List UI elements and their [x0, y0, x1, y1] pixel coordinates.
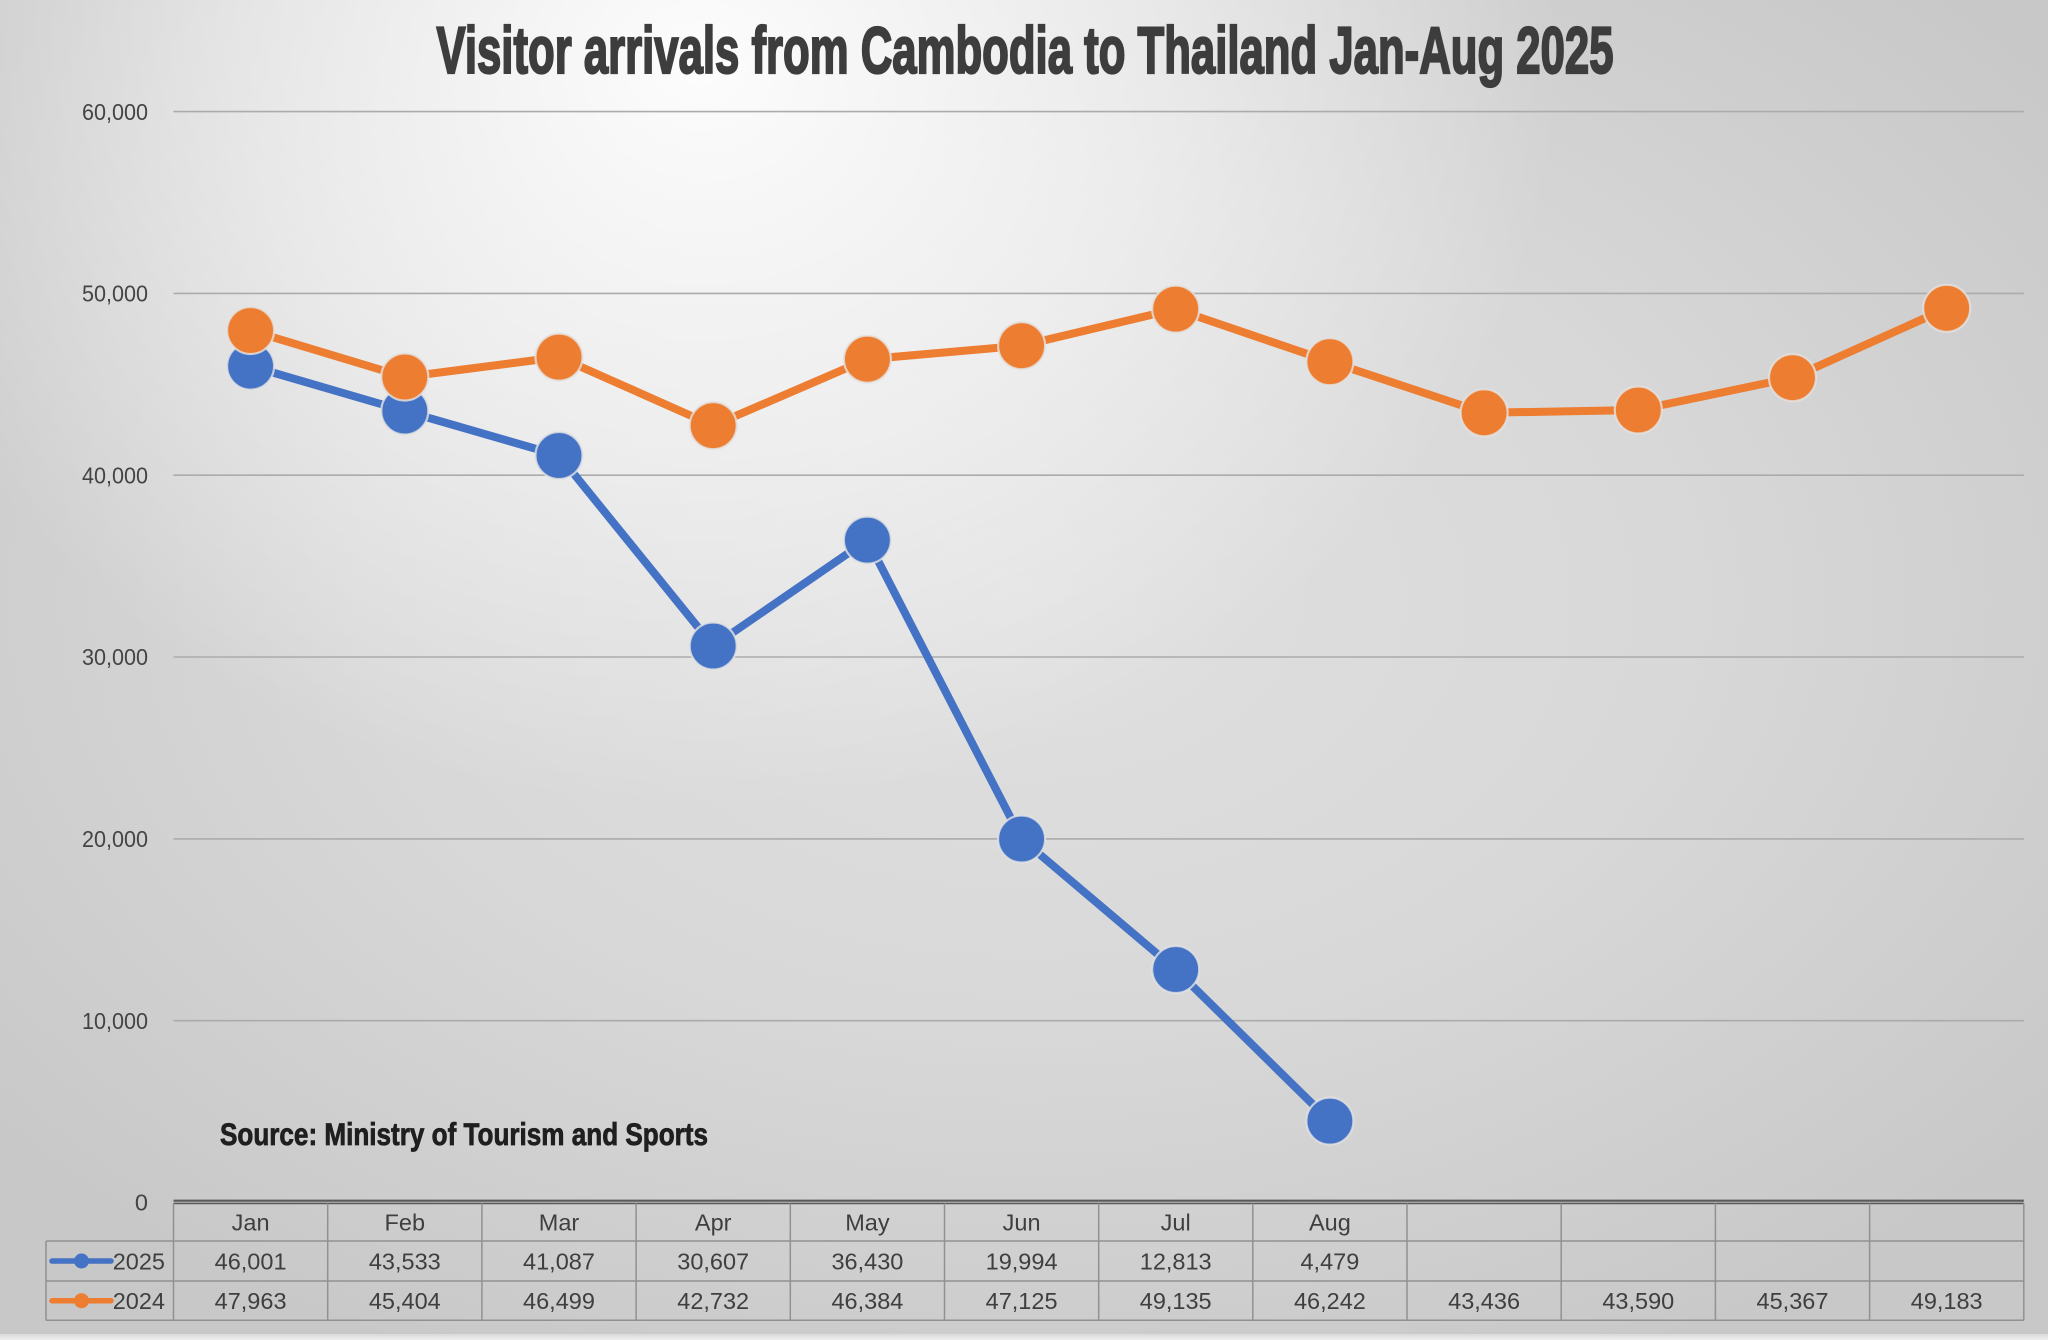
svg-text:Jan: Jan: [232, 1210, 270, 1236]
svg-text:42,732: 42,732: [677, 1288, 749, 1314]
svg-text:10,000: 10,000: [82, 1008, 148, 1034]
svg-text:30,607: 30,607: [677, 1248, 749, 1274]
svg-text:41,087: 41,087: [523, 1248, 595, 1274]
svg-text:12,813: 12,813: [1140, 1248, 1212, 1274]
svg-text:19,994: 19,994: [986, 1248, 1058, 1274]
svg-text:40,000: 40,000: [82, 462, 148, 488]
svg-text:49,135: 49,135: [1140, 1288, 1212, 1314]
svg-text:46,001: 46,001: [215, 1248, 287, 1274]
svg-text:Feb: Feb: [385, 1210, 426, 1236]
svg-text:4,479: 4,479: [1300, 1248, 1359, 1274]
svg-text:Visitor arrivals from Cambodia: Visitor arrivals from Cambodia to Thaila…: [437, 13, 1614, 87]
svg-text:36,430: 36,430: [831, 1248, 903, 1274]
svg-text:May: May: [845, 1210, 890, 1236]
svg-text:45,404: 45,404: [369, 1288, 441, 1314]
svg-text:43,436: 43,436: [1448, 1288, 1520, 1314]
svg-text:Jun: Jun: [1003, 1210, 1041, 1236]
svg-text:Source: Ministry of Tourism an: Source: Ministry of Tourism and Sports: [220, 1116, 708, 1152]
svg-text:30,000: 30,000: [82, 644, 148, 670]
svg-text:2025: 2025: [113, 1248, 165, 1274]
svg-text:50,000: 50,000: [82, 281, 148, 307]
svg-text:Apr: Apr: [695, 1210, 732, 1236]
svg-text:60,000: 60,000: [82, 99, 148, 125]
svg-text:20,000: 20,000: [82, 826, 148, 852]
svg-text:46,499: 46,499: [523, 1288, 595, 1314]
svg-text:43,533: 43,533: [369, 1248, 441, 1274]
svg-text:46,384: 46,384: [831, 1288, 903, 1314]
svg-text:2024: 2024: [113, 1288, 165, 1314]
svg-text:45,367: 45,367: [1757, 1288, 1829, 1314]
svg-text:47,963: 47,963: [215, 1288, 287, 1314]
svg-text:46,242: 46,242: [1294, 1288, 1366, 1314]
svg-text:Aug: Aug: [1309, 1210, 1351, 1236]
svg-text:43,590: 43,590: [1602, 1288, 1674, 1314]
svg-text:Mar: Mar: [539, 1210, 580, 1236]
svg-text:47,125: 47,125: [986, 1288, 1058, 1314]
svg-text:49,183: 49,183: [1911, 1288, 1983, 1314]
svg-text:Jul: Jul: [1161, 1210, 1191, 1236]
svg-text:0: 0: [135, 1190, 148, 1216]
